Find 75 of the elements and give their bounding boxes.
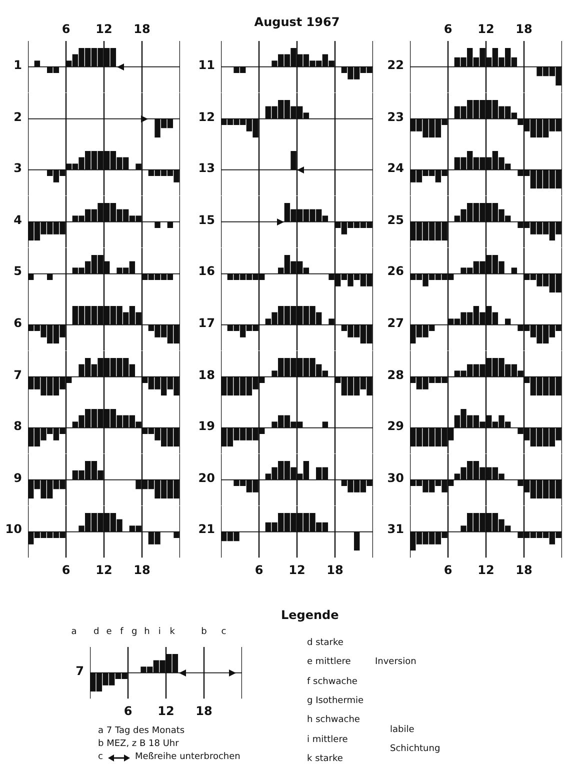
y-axis-title: 17 xyxy=(197,316,215,330)
text: Inversion xyxy=(375,657,416,668)
x-tick-label: 12 xyxy=(288,562,306,577)
y-axis-title: 12 xyxy=(197,110,215,124)
y-axis-title: 6 xyxy=(12,316,22,330)
text: g Isothermie xyxy=(307,696,364,706)
x-tick-label: 6 xyxy=(62,562,70,577)
y-axis-title: 31 xyxy=(386,522,404,536)
x-tick-label: 6 xyxy=(62,22,70,36)
chart-title: August 1967 xyxy=(253,14,341,32)
x-tick-label: 18 xyxy=(326,562,344,577)
text: i mittlere xyxy=(307,734,348,744)
text: c xyxy=(220,627,228,638)
text: b xyxy=(200,627,208,638)
y-axis-title: 24 xyxy=(386,161,404,176)
text: d xyxy=(92,627,100,638)
x-tick-label: 18 xyxy=(516,22,532,36)
y-axis-title: 23 xyxy=(386,110,404,124)
y-axis-title: 9 xyxy=(12,470,22,485)
x-tick-label: 6 xyxy=(124,704,132,718)
y-axis-title: 22 xyxy=(386,58,404,72)
y-axis-title: 25 xyxy=(386,212,404,227)
y-axis-title: 8 xyxy=(12,419,22,434)
x-tick-label: 12 xyxy=(158,704,174,718)
y-axis-title: 27 xyxy=(386,316,404,330)
y-axis-title: 20 xyxy=(197,470,215,485)
y-axis-title: 5 xyxy=(12,264,22,278)
y-axis-title: 11 xyxy=(197,58,215,72)
y-axis-title: 15 xyxy=(197,212,215,227)
y-axis-title: 10 xyxy=(4,522,22,536)
text: d starke xyxy=(307,638,344,648)
text: Legende xyxy=(281,608,339,622)
text: f xyxy=(119,627,124,638)
y-axis-title: 4 xyxy=(12,212,22,227)
y-axis-title: 26 xyxy=(386,264,404,278)
y-axis-title: 19 xyxy=(197,419,215,434)
y-axis-title: 29 xyxy=(386,419,404,434)
x-tick-label: 12 xyxy=(96,22,112,36)
x-tick-label: 6 xyxy=(444,562,452,577)
y-axis-title: 2 xyxy=(12,110,22,124)
y-axis-title: 7 xyxy=(74,664,84,678)
text: labile xyxy=(390,724,414,735)
text: i xyxy=(157,627,162,638)
text: a 7 Tag des Monats xyxy=(98,725,186,738)
text: k starke xyxy=(307,754,343,764)
text: b MEZ, z B 18 Uhr xyxy=(98,738,180,751)
x-tick-label: 18 xyxy=(134,562,150,577)
text: h xyxy=(143,627,151,638)
y-axis-title: 30 xyxy=(386,470,404,485)
y-axis-title: 28 xyxy=(386,368,404,382)
x-tick-label: 6 xyxy=(254,562,264,577)
text: e xyxy=(105,627,113,638)
text: a xyxy=(70,627,78,638)
text: g xyxy=(130,627,138,638)
y-axis-title: 13 xyxy=(197,161,215,176)
x-tick-label: 18 xyxy=(134,22,150,36)
text: c xyxy=(98,751,103,764)
text: Meßreihe unterbrochen xyxy=(134,751,240,764)
x-tick-label: 18 xyxy=(516,562,532,577)
x-tick-label: 18 xyxy=(196,704,212,718)
text: k xyxy=(168,627,176,638)
x-tick-label: 12 xyxy=(478,22,494,36)
text: e mittlere xyxy=(307,657,351,668)
x-tick-label: 6 xyxy=(444,22,452,36)
y-axis-title: 1 xyxy=(12,58,22,72)
text: f schwache xyxy=(307,676,358,687)
y-axis-title: 21 xyxy=(197,522,215,536)
y-axis-title: 7 xyxy=(12,368,22,382)
y-axis-title: 3 xyxy=(12,161,22,176)
y-axis-title: 18 xyxy=(197,368,215,382)
x-tick-label: 12 xyxy=(96,562,112,577)
text: h schwache xyxy=(307,715,360,726)
text: Schichtung xyxy=(390,744,440,754)
x-tick-label: 12 xyxy=(478,562,494,577)
y-axis-title: 16 xyxy=(197,264,215,278)
